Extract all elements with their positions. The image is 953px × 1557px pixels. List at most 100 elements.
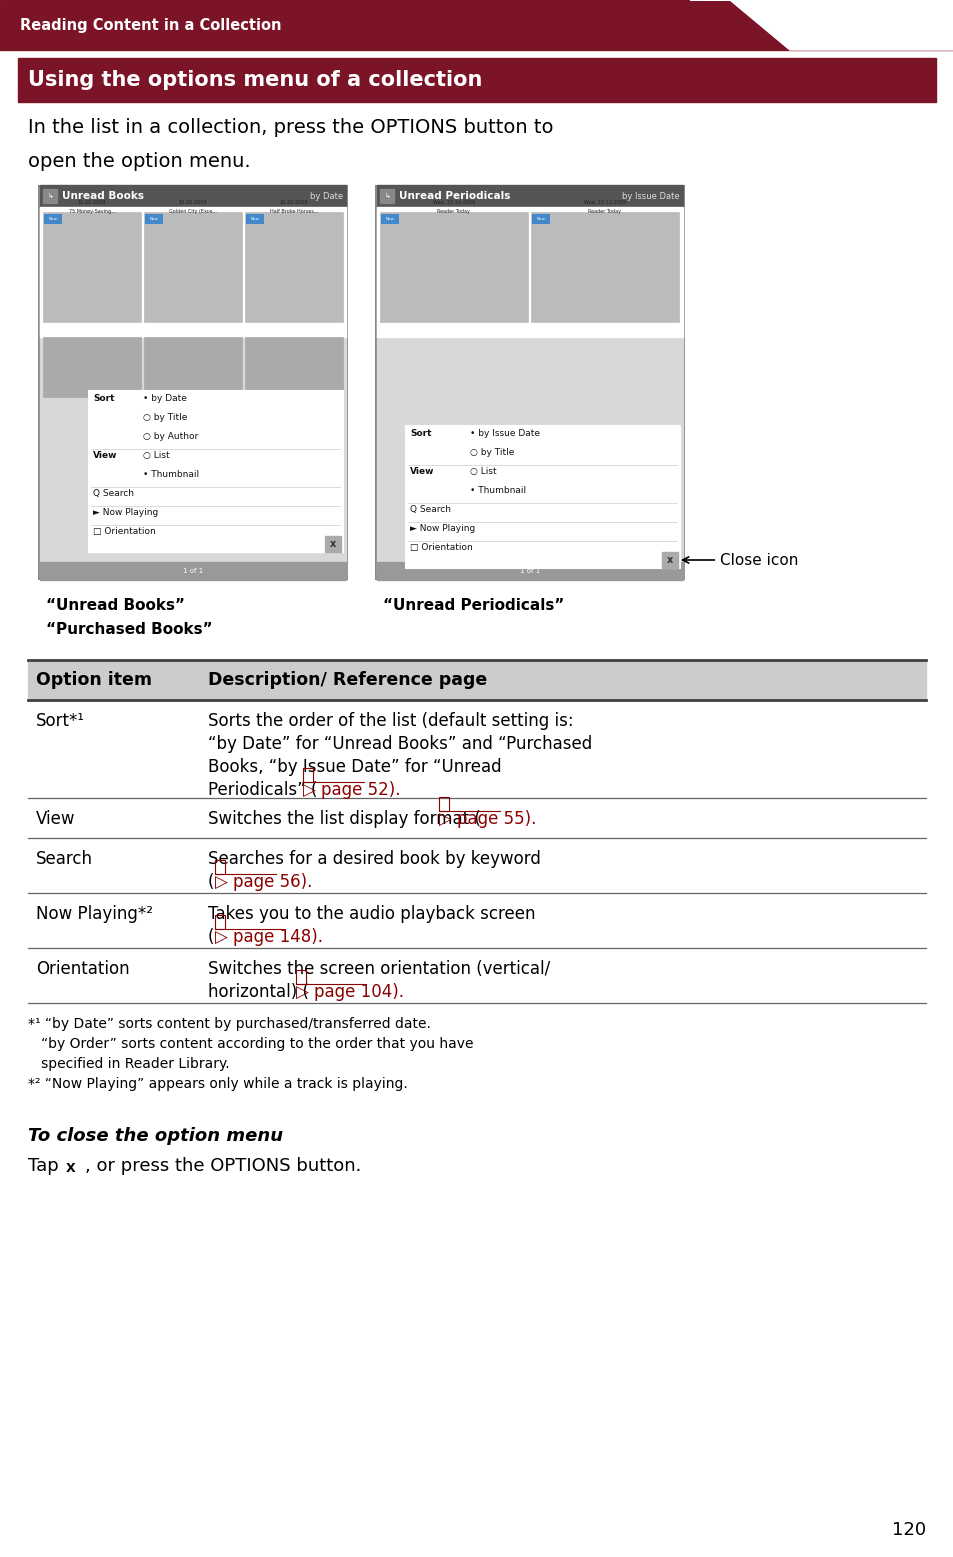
Text: “Unread Books”: “Unread Books” (46, 598, 185, 613)
Text: x: x (330, 539, 335, 550)
Text: □ Orientation: □ Orientation (410, 543, 473, 553)
Text: *¹ “by Date” sorts content by purchased/transferred date.: *¹ “by Date” sorts content by purchased/… (28, 1017, 431, 1031)
Text: New: New (251, 216, 259, 221)
Text: Sort: Sort (92, 394, 114, 403)
Bar (296, 970, 306, 984)
Text: ○ by Title: ○ by Title (143, 413, 187, 422)
Text: 10-20-2009: 10-20-2009 (178, 199, 207, 206)
Bar (405, 425, 679, 568)
Text: New: New (49, 216, 57, 221)
Bar (246, 213, 264, 224)
Bar (40, 185, 346, 207)
Text: by Issue Date: by Issue Date (621, 192, 679, 201)
Text: Close icon: Close icon (682, 553, 798, 567)
Bar (245, 336, 343, 397)
Text: 1 of 1: 1 of 1 (183, 568, 203, 575)
Bar (325, 536, 340, 553)
Text: ○ List: ○ List (470, 467, 497, 476)
Text: ○ by Author: ○ by Author (143, 431, 198, 441)
Bar (62, 1158, 80, 1177)
Bar (531, 212, 679, 322)
Bar (44, 213, 62, 224)
Text: View: View (92, 452, 117, 459)
Text: Periodicals” (: Periodicals” ( (208, 782, 317, 799)
Text: , or press the OPTIONS button.: , or press the OPTIONS button. (85, 1157, 361, 1176)
Bar (0, 0, 953, 50)
Bar (379, 188, 394, 202)
Text: ▷ page 104).: ▷ page 104). (296, 982, 404, 1001)
Text: Switches the screen orientation (vertical/: Switches the screen orientation (vertica… (208, 961, 550, 978)
Text: Switches the list display format (: Switches the list display format ( (208, 810, 480, 828)
Bar (438, 797, 449, 811)
Text: Description/ Reference page: Description/ Reference page (208, 671, 487, 690)
Bar (40, 562, 346, 581)
Text: ↳: ↳ (384, 193, 390, 199)
Text: “Purchased Books”: “Purchased Books” (46, 621, 213, 637)
Text: Reader Today: Reader Today (437, 209, 470, 213)
Text: open the option menu.: open the option menu. (28, 153, 251, 171)
Text: In the list in a collection, press the OPTIONS button to: In the list in a collection, press the O… (28, 118, 553, 137)
Bar (376, 187, 682, 578)
Text: “by Date” for “Unread Books” and “Purchased: “by Date” for “Unread Books” and “Purcha… (208, 735, 592, 754)
Text: X: X (66, 1162, 75, 1174)
Text: (: ( (208, 928, 214, 947)
Bar (144, 336, 242, 397)
Bar (40, 187, 346, 578)
Bar (376, 185, 682, 207)
Bar (43, 212, 141, 322)
Bar (376, 207, 682, 336)
Bar (303, 768, 313, 782)
Text: Q Search: Q Search (92, 489, 133, 498)
Polygon shape (689, 0, 953, 50)
Text: Reader Today: Reader Today (588, 209, 620, 213)
Bar (145, 213, 163, 224)
Text: New: New (536, 216, 545, 221)
Bar (245, 212, 343, 322)
Text: Sort: Sort (410, 430, 431, 438)
Text: Half Broke Horses...: Half Broke Horses... (270, 209, 318, 213)
Text: Search: Search (36, 850, 92, 867)
Text: horizontal) (: horizontal) ( (208, 982, 309, 1001)
Text: specified in Reader Library.: specified in Reader Library. (28, 1057, 230, 1071)
Text: ▷ page 55).: ▷ page 55). (438, 810, 536, 828)
Text: • by Issue Date: • by Issue Date (470, 430, 539, 438)
Text: ↳: ↳ (47, 193, 52, 199)
Bar (40, 207, 346, 336)
Text: ▷ page 52).: ▷ page 52). (303, 782, 400, 799)
Text: ○ by Title: ○ by Title (470, 448, 514, 458)
Text: To close the option menu: To close the option menu (28, 1127, 283, 1144)
Text: Using the options menu of a collection: Using the options menu of a collection (28, 70, 482, 90)
Text: • by Date: • by Date (143, 394, 187, 403)
Text: Sort*¹: Sort*¹ (36, 712, 85, 730)
Text: Reading Content in a Collection: Reading Content in a Collection (20, 17, 281, 33)
Text: □ Orientation: □ Orientation (92, 526, 155, 536)
Bar (380, 213, 398, 224)
Text: Now Playing*²: Now Playing*² (36, 905, 152, 923)
Bar (375, 185, 684, 581)
Text: Unread Books: Unread Books (62, 192, 144, 201)
Text: • Thumbnail: • Thumbnail (470, 486, 525, 495)
Text: ▷ page 56).: ▷ page 56). (214, 873, 312, 891)
Text: Books, “by Issue Date” for “Unread: Books, “by Issue Date” for “Unread (208, 758, 501, 775)
Text: Golden City (Exce...: Golden City (Exce... (169, 209, 216, 213)
Text: • Thumbnail: • Thumbnail (143, 470, 199, 480)
Bar (88, 389, 343, 553)
Text: View: View (36, 810, 75, 828)
Text: “by Order” sorts content according to the order that you have: “by Order” sorts content according to th… (28, 1037, 473, 1051)
Text: Takes you to the audio playback screen: Takes you to the audio playback screen (208, 905, 535, 923)
Text: ► Now Playing: ► Now Playing (410, 525, 475, 532)
Bar (43, 336, 141, 397)
Text: New: New (385, 216, 394, 221)
Text: Wed, 10-14-2009: Wed, 10-14-2009 (433, 199, 475, 206)
Text: View: View (410, 467, 434, 476)
Bar (214, 916, 225, 930)
Text: *² “Now Playing” appears only while a track is playing.: *² “Now Playing” appears only while a tr… (28, 1077, 407, 1091)
Text: ○ List: ○ List (143, 452, 170, 459)
Text: 1 of 1: 1 of 1 (519, 568, 539, 575)
Text: by Date: by Date (310, 192, 343, 201)
Bar (28, 660, 925, 701)
Bar (18, 58, 935, 103)
Bar (214, 859, 225, 873)
Bar (532, 213, 550, 224)
Text: 120: 120 (891, 1521, 925, 1538)
